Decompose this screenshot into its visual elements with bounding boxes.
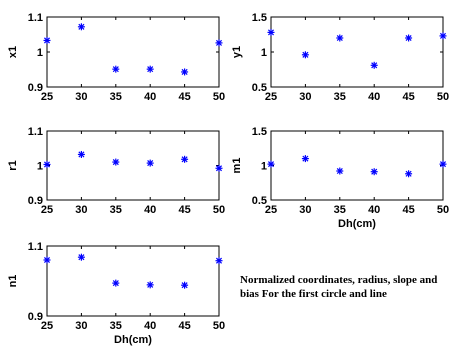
x-tick-label: 35 bbox=[110, 91, 122, 103]
data-point bbox=[112, 159, 119, 166]
x-tick-label: 45 bbox=[178, 91, 190, 103]
y-axis-label: r1 bbox=[7, 160, 19, 170]
figure-caption-note: Normalized coordinates, radius, slope an… bbox=[240, 273, 450, 301]
chart-panel-2: 25 30 35 40 45 500.511.5y1 bbox=[231, 12, 449, 103]
x-tick-label: 50 bbox=[213, 204, 225, 216]
y-tick-label: 1 bbox=[261, 161, 267, 173]
data-point bbox=[216, 39, 223, 46]
x-tick-label: 45 bbox=[402, 204, 414, 216]
data-point bbox=[302, 51, 309, 58]
y-tick-label: 1.5 bbox=[252, 126, 267, 138]
y-tick-label: 1.1 bbox=[28, 126, 43, 138]
data-point bbox=[147, 281, 154, 288]
data-point bbox=[440, 161, 447, 168]
data-point bbox=[336, 168, 343, 175]
data-point bbox=[147, 66, 154, 73]
x-tick-label: 40 bbox=[144, 91, 156, 103]
data-point bbox=[44, 37, 51, 44]
y-tick-label: 0.9 bbox=[28, 82, 43, 94]
data-point bbox=[405, 170, 412, 177]
y-tick-label: 1 bbox=[37, 47, 43, 59]
chart-panel-3: 25 30 35 40 45 500.911.1r1 bbox=[7, 126, 225, 216]
data-point bbox=[112, 66, 119, 73]
data-point bbox=[147, 160, 154, 167]
data-point bbox=[216, 165, 223, 172]
y-tick-label: 0.9 bbox=[28, 311, 43, 323]
plot-frame bbox=[47, 17, 219, 87]
x-tick-label: 45 bbox=[178, 320, 190, 332]
plot-frame bbox=[47, 246, 219, 316]
plot-frame bbox=[47, 131, 219, 200]
x-tick-label: 35 bbox=[110, 204, 122, 216]
data-point bbox=[181, 68, 188, 75]
y-tick-label: 1.1 bbox=[28, 241, 43, 253]
plot-frame bbox=[271, 17, 443, 87]
x-tick-label: 30 bbox=[299, 204, 311, 216]
data-point bbox=[181, 282, 188, 289]
data-point bbox=[336, 35, 343, 42]
y-tick-label: 0.5 bbox=[252, 82, 267, 94]
data-point bbox=[216, 257, 223, 264]
x-tick-label: 50 bbox=[437, 204, 449, 216]
data-point bbox=[302, 155, 309, 162]
data-point bbox=[78, 254, 85, 261]
y-tick-label: 1.1 bbox=[28, 12, 43, 24]
y-tick-label: 1.5 bbox=[252, 12, 267, 24]
data-point bbox=[44, 161, 51, 168]
data-point bbox=[371, 62, 378, 69]
x-tick-label: 40 bbox=[144, 320, 156, 332]
x-tick-label: 30 bbox=[75, 91, 87, 103]
x-tick-label: 40 bbox=[144, 204, 156, 216]
y-axis-label: x1 bbox=[7, 46, 19, 58]
data-point bbox=[268, 29, 275, 36]
y-axis-label: y1 bbox=[231, 46, 243, 58]
y-tick-label: 1 bbox=[37, 161, 43, 173]
y-axis-label: m1 bbox=[231, 158, 243, 174]
data-point bbox=[112, 280, 119, 287]
x-tick-label: 30 bbox=[75, 204, 87, 216]
data-point bbox=[268, 161, 275, 168]
x-tick-label: 35 bbox=[334, 91, 346, 103]
x-tick-label: 35 bbox=[334, 204, 346, 216]
chart-panel-1: 25 30 35 40 45 500.911.1x1 bbox=[7, 12, 225, 103]
x-tick-label: 50 bbox=[213, 320, 225, 332]
data-point bbox=[405, 35, 412, 42]
x-tick-label: 45 bbox=[178, 204, 190, 216]
x-axis-label: Dh(cm) bbox=[338, 218, 376, 230]
x-tick-label: 40 bbox=[368, 204, 380, 216]
x-tick-label: 50 bbox=[213, 91, 225, 103]
data-point bbox=[371, 168, 378, 175]
data-point bbox=[181, 156, 188, 163]
data-point bbox=[440, 32, 447, 39]
data-point bbox=[44, 257, 51, 264]
data-point bbox=[78, 151, 85, 158]
x-tick-label: 45 bbox=[402, 91, 414, 103]
y-tick-label: 0.9 bbox=[28, 195, 43, 207]
x-tick-label: 40 bbox=[368, 91, 380, 103]
x-tick-label: 30 bbox=[75, 320, 87, 332]
plot-frame bbox=[271, 131, 443, 200]
y-axis-label: n1 bbox=[7, 275, 19, 288]
x-axis-label: Dh(cm) bbox=[114, 334, 152, 346]
data-point bbox=[78, 23, 85, 30]
x-tick-label: 35 bbox=[110, 320, 122, 332]
y-tick-label: 0.5 bbox=[252, 195, 267, 207]
x-tick-label: 50 bbox=[437, 91, 449, 103]
x-tick-label: 30 bbox=[299, 91, 311, 103]
y-tick-label: 1 bbox=[261, 47, 267, 59]
